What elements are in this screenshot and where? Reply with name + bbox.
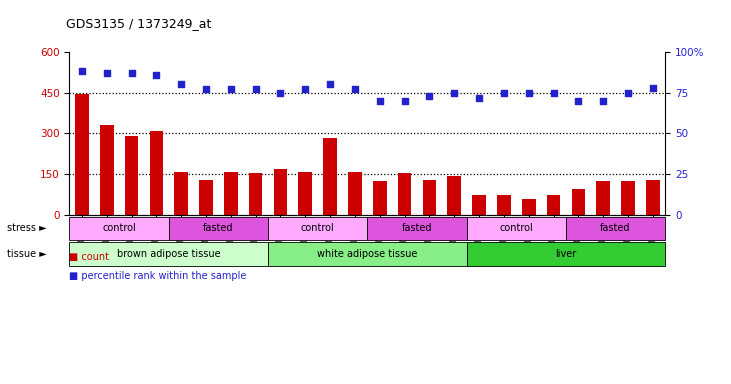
Point xyxy=(325,81,336,88)
Point xyxy=(423,93,435,99)
Bar xyxy=(572,189,585,215)
Bar xyxy=(224,172,238,215)
Bar xyxy=(199,180,213,215)
Point xyxy=(225,86,237,93)
Point xyxy=(275,89,287,96)
Point xyxy=(647,85,659,91)
Bar xyxy=(348,172,362,215)
Text: ■ count: ■ count xyxy=(69,252,110,262)
Point xyxy=(374,98,385,104)
Bar xyxy=(398,173,412,215)
Point xyxy=(473,94,485,101)
Point xyxy=(448,89,460,96)
Point xyxy=(175,81,187,88)
Point xyxy=(597,98,609,104)
Point xyxy=(622,89,634,96)
Bar xyxy=(497,195,511,215)
Bar xyxy=(273,169,287,215)
Point xyxy=(523,89,534,96)
Bar xyxy=(100,125,113,215)
Text: fasted: fasted xyxy=(203,223,234,233)
Text: brown adipose tissue: brown adipose tissue xyxy=(117,249,221,259)
Point xyxy=(200,86,212,93)
Point xyxy=(101,70,113,76)
Bar xyxy=(125,136,138,215)
Text: ■ percentile rank within the sample: ■ percentile rank within the sample xyxy=(69,271,247,281)
Text: control: control xyxy=(102,223,136,233)
Bar xyxy=(75,94,88,215)
Text: GDS3135 / 1373249_at: GDS3135 / 1373249_at xyxy=(66,17,211,30)
Point xyxy=(498,89,510,96)
Point xyxy=(349,86,361,93)
Text: tissue ►: tissue ► xyxy=(7,249,47,259)
Point xyxy=(151,71,162,78)
Point xyxy=(548,89,559,96)
Point xyxy=(300,86,311,93)
Bar xyxy=(373,181,387,215)
Point xyxy=(398,98,410,104)
Text: liver: liver xyxy=(556,249,577,259)
Bar xyxy=(249,173,262,215)
Bar xyxy=(298,172,312,215)
Bar xyxy=(323,137,337,215)
Bar xyxy=(547,195,561,215)
Bar xyxy=(522,199,536,215)
Bar xyxy=(423,180,436,215)
Text: control: control xyxy=(300,223,335,233)
Text: stress ►: stress ► xyxy=(7,223,47,233)
Text: control: control xyxy=(499,223,533,233)
Text: fasted: fasted xyxy=(600,223,631,233)
Bar xyxy=(174,172,188,215)
Bar xyxy=(472,195,486,215)
Text: white adipose tissue: white adipose tissue xyxy=(317,249,417,259)
Point xyxy=(126,70,137,76)
Point xyxy=(572,98,584,104)
Bar xyxy=(596,181,610,215)
Bar xyxy=(447,175,461,215)
Bar xyxy=(621,181,635,215)
Point xyxy=(76,68,88,74)
Bar xyxy=(646,180,659,215)
Bar xyxy=(150,131,163,215)
Point xyxy=(250,86,262,93)
Text: fasted: fasted xyxy=(402,223,432,233)
